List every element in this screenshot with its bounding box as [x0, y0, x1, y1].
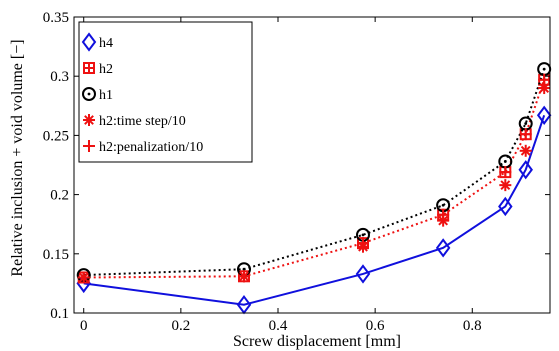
legend-marker — [83, 62, 95, 74]
legend-label: h4 — [99, 36, 113, 51]
legend-label: h2:time step/10 — [99, 114, 186, 129]
y-tick-label: 0.3 — [50, 69, 69, 85]
axes-frame — [73, 16, 551, 314]
x-tick-label: 0.4 — [269, 318, 288, 334]
legend: h4 h2 h1 h2:time step/10 h2:penalization/10 — [78, 21, 253, 163]
x-axis-label: Screw displacement [mm] — [233, 333, 401, 350]
y-tick-label: 0.2 — [50, 188, 69, 204]
legend-marker — [81, 32, 97, 52]
legend-box — [78, 21, 253, 163]
legend-label: h2 — [99, 62, 113, 77]
legend-item: h2 — [83, 62, 113, 77]
x-tick-label: 0.6 — [366, 318, 385, 334]
legend-item: h2:penalization/10 — [83, 140, 203, 155]
data-point — [77, 271, 90, 284]
axes-layer: 0 0.2 0.4 0.6 0.8 0.1 0.15 0.2 0.25 0.3 0.35 — [43, 10, 551, 334]
x-tick-label: 0.2 — [171, 318, 190, 334]
data-point — [437, 208, 450, 221]
legend-label: h2:penalization/10 — [99, 140, 203, 155]
y-tick-label: 0.25 — [43, 128, 69, 144]
y-tick-label: 0.15 — [43, 247, 69, 263]
legend-marker — [83, 114, 95, 126]
data-point — [538, 73, 551, 86]
legend-label: h1 — [99, 88, 113, 103]
data-point — [519, 144, 532, 157]
x-tick-label: 0 — [80, 318, 88, 334]
legend-item: h4 — [81, 32, 113, 52]
data-point — [519, 128, 532, 141]
data-point — [238, 270, 250, 283]
data-point — [536, 105, 552, 125]
series-line — [83, 114, 546, 306]
data-point — [357, 237, 369, 250]
series-5 — [77, 73, 551, 284]
data-point — [435, 238, 451, 258]
data-point — [355, 264, 371, 284]
legend-item: h2:time step/10 — [83, 114, 186, 129]
data-point — [499, 166, 512, 179]
data-point — [499, 179, 512, 192]
legend-marker — [82, 87, 96, 101]
series-layer — [76, 62, 552, 315]
y-tick-label: 0.35 — [43, 10, 69, 26]
data-point — [518, 160, 533, 180]
y-axis-label: Relative inclusion + void volume [−] — [9, 39, 26, 276]
data-point — [498, 196, 513, 217]
legend-marker — [83, 140, 95, 152]
y-tick-label: 0.1 — [50, 306, 69, 322]
legend-item: h1 — [82, 87, 113, 103]
x-tick-label: 0.8 — [463, 318, 482, 334]
